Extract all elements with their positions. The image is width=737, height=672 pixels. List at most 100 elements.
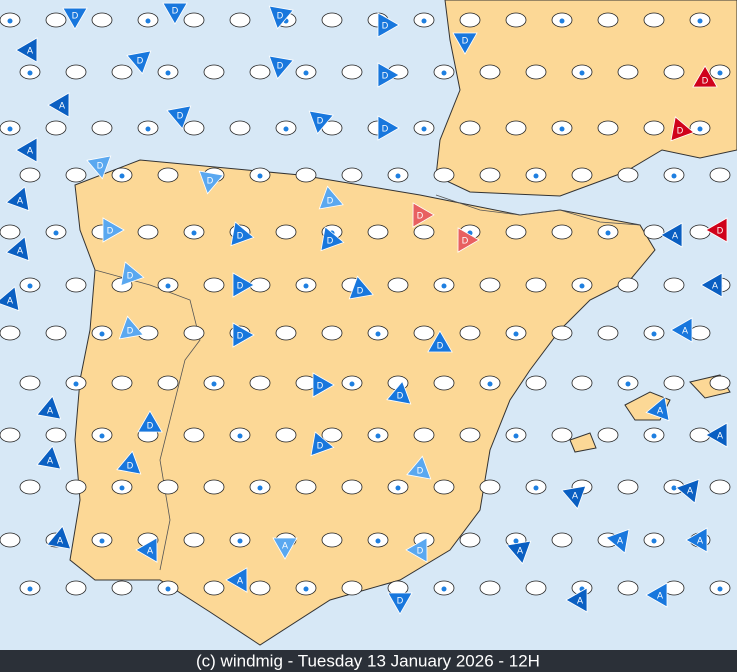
station (689, 325, 711, 341)
wind-label: A (282, 540, 288, 550)
station (459, 120, 481, 136)
wind-arrow (705, 217, 728, 243)
rain-drop (99, 433, 105, 439)
station (183, 427, 205, 443)
wind-arrow (565, 587, 588, 613)
wind-label: D (327, 235, 334, 245)
rain-drop (513, 538, 519, 544)
wind-label: A (59, 100, 65, 110)
station (0, 224, 21, 240)
station (617, 64, 639, 80)
rain-drop (395, 173, 401, 179)
wind-arrow (308, 110, 334, 135)
station (505, 120, 527, 136)
rain-drop (441, 70, 447, 76)
wind-arrow (605, 528, 630, 554)
wind-arrow (660, 222, 683, 248)
station (617, 580, 639, 596)
wind-arrow (116, 450, 142, 475)
wind-arrow (225, 567, 248, 593)
rain-drop (165, 586, 171, 592)
wind-arrow (452, 32, 478, 55)
wind-label: D (397, 390, 404, 400)
wind-arrow (36, 395, 62, 420)
station (663, 64, 685, 80)
rain-drop (165, 283, 171, 289)
footer-text: (c) windmig - Tuesday 13 January 2026 - … (196, 651, 540, 670)
wind-label: D (127, 325, 134, 335)
station (321, 427, 343, 443)
wind-arrow (406, 455, 432, 480)
station (663, 375, 685, 391)
wind-label: A (147, 545, 153, 555)
station (479, 479, 501, 495)
wind-arrow (412, 202, 435, 228)
wind-label: D (147, 420, 154, 430)
wind-arrow (268, 5, 294, 30)
station (183, 120, 205, 136)
wind-arrow (387, 592, 413, 615)
wind-label: D (437, 340, 444, 350)
rain-drop (303, 283, 309, 289)
rain-drop (375, 433, 381, 439)
wind-label: D (237, 230, 244, 240)
rain-drop (671, 173, 677, 179)
wind-arrow (310, 431, 335, 457)
rain-drop (145, 126, 151, 132)
rain-drop (651, 433, 657, 439)
rain-drop (191, 230, 197, 236)
wind-label: A (17, 195, 23, 205)
wind-label: D (462, 235, 469, 245)
rain-drop (165, 70, 171, 76)
rain-drop (349, 381, 355, 387)
station (111, 64, 133, 80)
station (597, 12, 619, 28)
station (45, 325, 67, 341)
station (709, 375, 731, 391)
wind-arrow (675, 478, 700, 504)
station (387, 277, 409, 293)
wind-arrow (692, 65, 718, 88)
wind-arrow (272, 537, 298, 560)
wind-label: D (317, 380, 324, 390)
wind-arrow (700, 272, 723, 298)
wind-label: A (17, 245, 23, 255)
station (65, 580, 87, 596)
station (525, 64, 547, 80)
station (111, 580, 133, 596)
rain-drop (559, 126, 565, 132)
wind-arrow (377, 12, 400, 38)
station (413, 224, 435, 240)
station (413, 427, 435, 443)
island (569, 432, 597, 453)
station (643, 12, 665, 28)
wind-arrow (506, 540, 532, 565)
wind-arrow (685, 527, 708, 553)
wind-label: A (237, 575, 243, 585)
station (551, 427, 573, 443)
wind-label: A (657, 590, 663, 600)
station (597, 325, 619, 341)
wind-label: D (417, 465, 424, 475)
station (157, 167, 179, 183)
rain-drop (671, 485, 677, 491)
wind-arrow (15, 137, 38, 163)
wind-label: A (517, 545, 523, 555)
rain-drop (237, 538, 243, 544)
station (65, 167, 87, 183)
station (617, 277, 639, 293)
station (0, 325, 21, 341)
station (203, 64, 225, 80)
rain-drop (27, 70, 33, 76)
wind-arrow (126, 50, 152, 75)
rain-drop (421, 126, 427, 132)
rain-drop (303, 586, 309, 592)
station (157, 375, 179, 391)
wind-label: A (712, 280, 718, 290)
wind-label: D (237, 280, 244, 290)
wind-arrow (457, 227, 480, 253)
france (435, 0, 737, 197)
wind-label: D (417, 545, 424, 555)
wind-label: D (397, 595, 404, 605)
rain-drop (441, 586, 447, 592)
